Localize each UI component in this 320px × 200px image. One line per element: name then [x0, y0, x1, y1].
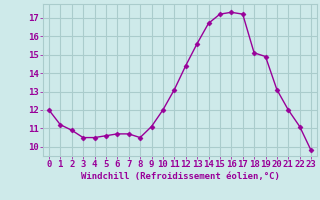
X-axis label: Windchill (Refroidissement éolien,°C): Windchill (Refroidissement éolien,°C) — [81, 172, 279, 181]
